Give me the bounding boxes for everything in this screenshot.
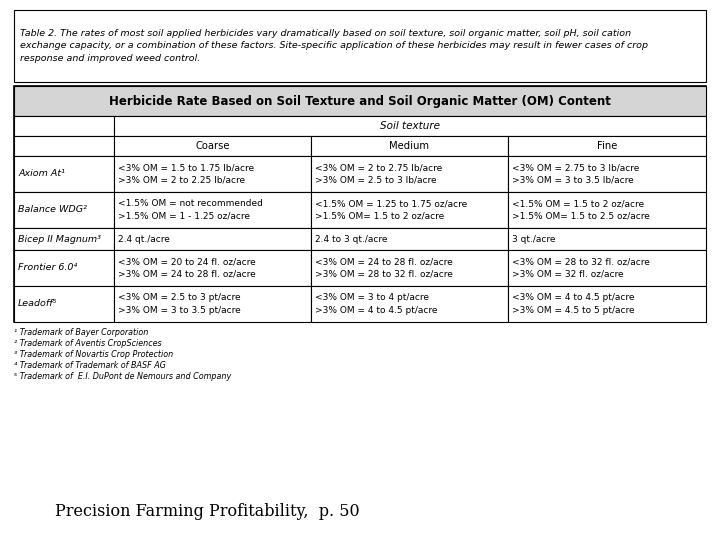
Bar [311,192,508,228]
Bar [508,192,706,228]
Bar [114,156,311,192]
Text: ³ Trademark of Novartis Crop Protection: ³ Trademark of Novartis Crop Protection [14,350,174,359]
Text: Fine: Fine [597,141,617,151]
Text: ⁵ Trademark of  E.I. DuPont de Nemours and Company: ⁵ Trademark of E.I. DuPont de Nemours an… [14,372,231,381]
Bar [14,86,706,322]
Bar [114,286,311,322]
Bar [114,250,311,286]
Text: <3% OM = 3 to 4 pt/acre
>3% OM = 4 to 4.5 pt/acre: <3% OM = 3 to 4 pt/acre >3% OM = 4 to 4.… [315,293,438,315]
Text: <3% OM = 28 to 32 fl. oz/acre
>3% OM = 32 fl. oz/acre: <3% OM = 28 to 32 fl. oz/acre >3% OM = 3… [512,257,650,279]
Bar [508,156,706,192]
Bar [14,192,114,228]
Text: <1.5% OM = 1.5 to 2 oz/acre
>1.5% OM= 1.5 to 2.5 oz/acre: <1.5% OM = 1.5 to 2 oz/acre >1.5% OM= 1.… [512,199,650,221]
Text: Axiom At¹: Axiom At¹ [18,170,65,179]
Bar [14,250,114,286]
Text: ² Trademark of Aventis CropSciences: ² Trademark of Aventis CropSciences [14,339,161,348]
Text: 2.4 to 3 qt./acre: 2.4 to 3 qt./acre [315,234,387,244]
Text: <3% OM = 1.5 to 1.75 lb/acre
>3% OM = 2 to 2.25 lb/acre: <3% OM = 1.5 to 1.75 lb/acre >3% OM = 2 … [118,163,254,185]
Bar [311,136,508,156]
Bar [114,116,706,136]
Bar [14,228,114,250]
Bar [508,286,706,322]
Text: Frontier 6.0⁴: Frontier 6.0⁴ [18,264,77,273]
Bar [508,136,706,156]
Text: Table 2. The rates of most soil applied herbicides vary dramatically based on so: Table 2. The rates of most soil applied … [20,29,648,63]
Bar [311,228,508,250]
Text: <3% OM = 2.75 to 3 lb/acre
>3% OM = 3 to 3.5 lb/acre: <3% OM = 2.75 to 3 lb/acre >3% OM = 3 to… [512,163,639,185]
Text: Bicep II Magnum³: Bicep II Magnum³ [18,234,101,244]
Text: ¹ Trademark of Bayer Corporation: ¹ Trademark of Bayer Corporation [14,328,148,337]
Text: <3% OM = 24 to 28 fl. oz/acre
>3% OM = 28 to 32 fl. oz/acre: <3% OM = 24 to 28 fl. oz/acre >3% OM = 2… [315,257,453,279]
Bar [508,228,706,250]
Text: Soil texture: Soil texture [380,121,440,131]
Bar [114,228,311,250]
Text: ⁴ Trademark of Trademark of BASF AG: ⁴ Trademark of Trademark of BASF AG [14,361,166,370]
Text: <3% OM = 2 to 2.75 lb/acre
>3% OM = 2.5 to 3 lb/acre: <3% OM = 2 to 2.75 lb/acre >3% OM = 2.5 … [315,163,442,185]
Bar [311,250,508,286]
Bar [114,192,311,228]
Bar [14,156,114,192]
Text: Precision Farming Profitability,  p. 50: Precision Farming Profitability, p. 50 [55,503,359,521]
Text: Herbicide Rate Based on Soil Texture and Soil Organic Matter (OM) Content: Herbicide Rate Based on Soil Texture and… [109,94,611,107]
Text: Leadoff⁵: Leadoff⁵ [18,300,58,308]
Text: <3% OM = 20 to 24 fl. oz/acre
>3% OM = 24 to 28 fl. oz/acre: <3% OM = 20 to 24 fl. oz/acre >3% OM = 2… [118,257,256,279]
Text: <1.5% OM = 1.25 to 1.75 oz/acre
>1.5% OM= 1.5 to 2 oz/acre: <1.5% OM = 1.25 to 1.75 oz/acre >1.5% OM… [315,199,467,221]
Bar [14,136,114,156]
Bar [311,156,508,192]
Text: <3% OM = 2.5 to 3 pt/acre
>3% OM = 3 to 3.5 pt/acre: <3% OM = 2.5 to 3 pt/acre >3% OM = 3 to … [118,293,240,315]
Text: Medium: Medium [390,141,430,151]
Text: Balance WDG²: Balance WDG² [18,206,87,214]
Text: 2.4 qt./acre: 2.4 qt./acre [118,234,170,244]
Bar [14,116,114,136]
Bar [114,136,311,156]
Text: <1.5% OM = not recommended
>1.5% OM = 1 - 1.25 oz/acre: <1.5% OM = not recommended >1.5% OM = 1 … [118,199,263,221]
Bar [508,250,706,286]
Bar [14,10,706,82]
Text: 3 qt./acre: 3 qt./acre [512,234,556,244]
Text: Coarse: Coarse [195,141,230,151]
Text: <3% OM = 4 to 4.5 pt/acre
>3% OM = 4.5 to 5 pt/acre: <3% OM = 4 to 4.5 pt/acre >3% OM = 4.5 t… [512,293,634,315]
Bar [14,286,114,322]
Bar [14,86,706,116]
Bar [311,286,508,322]
